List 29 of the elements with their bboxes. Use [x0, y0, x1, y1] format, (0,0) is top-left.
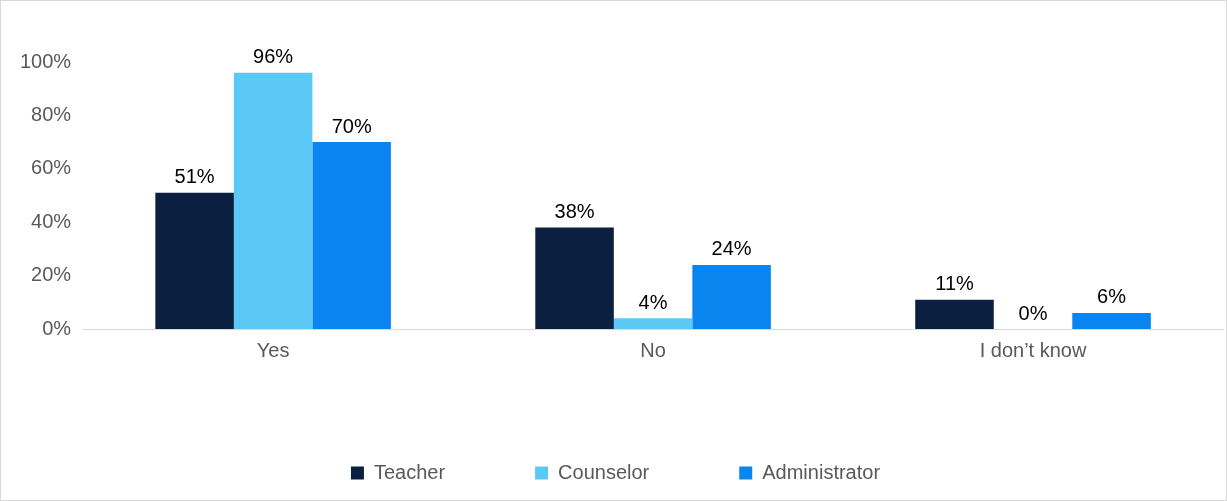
data-label: 0%: [1018, 301, 1048, 324]
data-label: 4%: [638, 290, 668, 313]
bar: [692, 264, 771, 329]
data-label: 24%: [711, 237, 752, 260]
bar: [233, 72, 313, 329]
x-tick-label: Yes: [256, 338, 290, 361]
data-label: 51%: [174, 165, 215, 188]
bar: [1072, 312, 1151, 329]
legend-label: Teacher: [373, 460, 446, 483]
bar: [613, 318, 693, 329]
y-tick-label: 80%: [31, 102, 72, 125]
y-tick-label: 0%: [42, 316, 72, 339]
data-label: 6%: [1097, 285, 1127, 308]
bar: [535, 227, 614, 329]
y-tick-label: 40%: [31, 209, 72, 232]
data-label: 96%: [253, 45, 294, 68]
y-tick-label: 100%: [20, 49, 72, 72]
data-label: 70%: [331, 114, 372, 137]
bar: [915, 299, 994, 329]
bar: [312, 142, 391, 329]
y-tick-label: 60%: [31, 156, 72, 179]
legend-label: Administrator: [762, 460, 881, 483]
data-label: 38%: [554, 200, 595, 223]
y-tick-label: 20%: [31, 263, 72, 286]
x-tick-label: I don’t know: [979, 338, 1087, 361]
data-label: 11%: [935, 272, 974, 295]
bar: [155, 192, 234, 329]
legend-label: Counselor: [558, 460, 650, 483]
x-tick-label: No: [640, 338, 666, 361]
